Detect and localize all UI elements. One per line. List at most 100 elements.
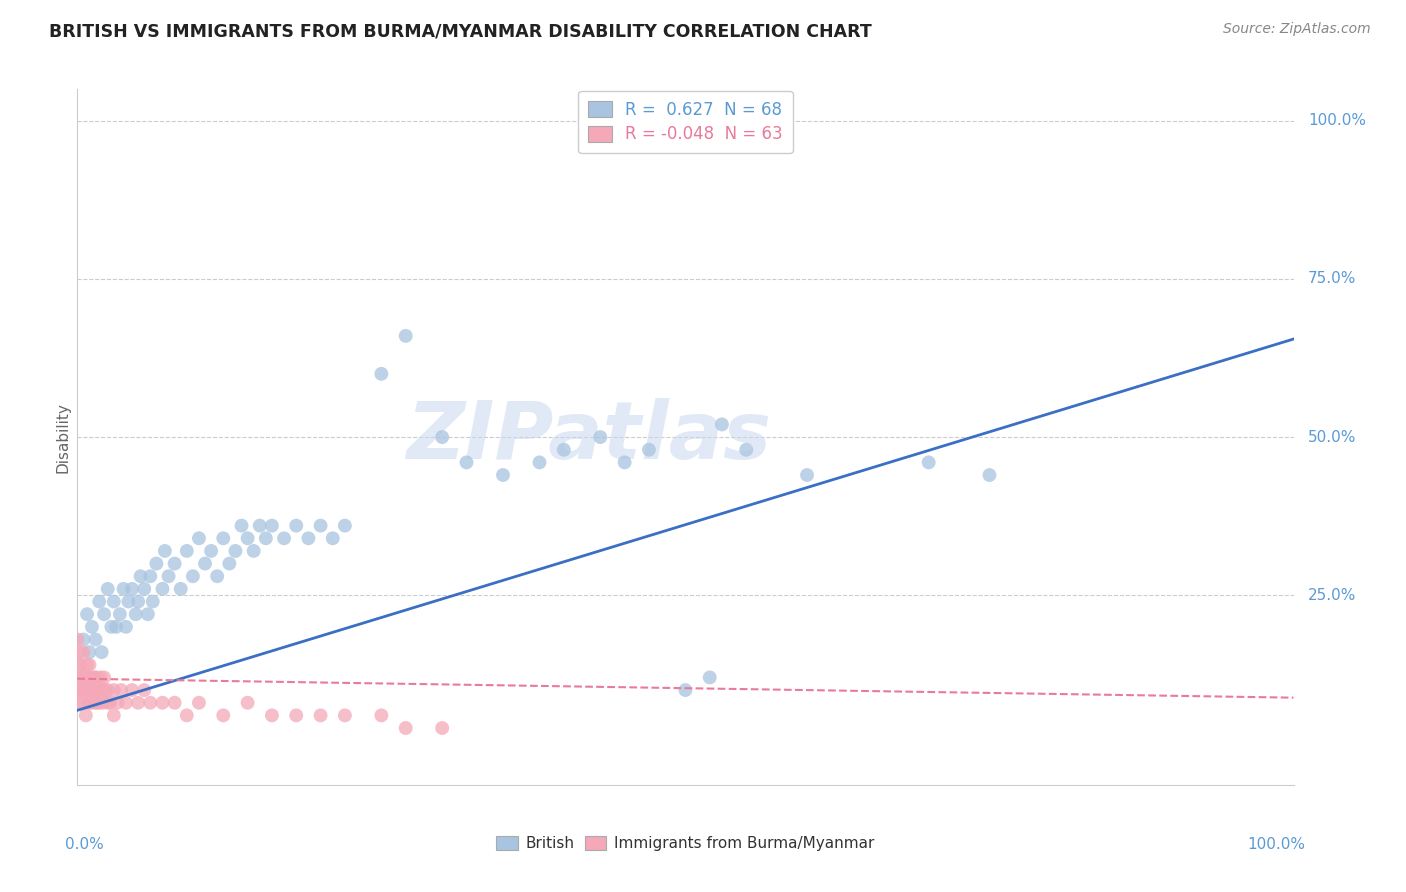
Point	[176, 544, 198, 558]
Point	[89, 594, 111, 608]
Point	[67, 696, 90, 710]
Point	[82, 683, 104, 698]
Text: 75.0%: 75.0%	[1308, 271, 1357, 286]
Point	[69, 657, 91, 672]
Point	[86, 696, 108, 710]
Point	[710, 417, 733, 432]
Point	[134, 582, 156, 596]
Point	[430, 430, 453, 444]
Point	[127, 594, 149, 608]
Text: 0.0%: 0.0%	[65, 837, 104, 852]
Point	[145, 557, 167, 571]
Text: 100.0%: 100.0%	[1308, 113, 1367, 128]
Point	[76, 670, 98, 684]
Point	[699, 670, 721, 684]
Point	[492, 468, 515, 483]
Point	[675, 683, 697, 698]
Point	[79, 670, 101, 684]
Point	[370, 708, 392, 723]
Point	[108, 607, 131, 622]
Point	[84, 670, 107, 684]
Point	[638, 442, 661, 457]
Point	[80, 670, 103, 684]
Point	[142, 594, 165, 608]
Point	[370, 367, 392, 381]
Point	[218, 557, 240, 571]
Point	[90, 683, 112, 698]
Point	[170, 582, 193, 596]
Point	[163, 696, 186, 710]
Point	[176, 708, 198, 723]
Point	[139, 696, 162, 710]
Point	[121, 683, 143, 698]
Point	[212, 531, 235, 545]
Point	[181, 569, 204, 583]
Text: 100.0%: 100.0%	[1247, 837, 1306, 852]
Point	[89, 670, 111, 684]
Point	[110, 683, 132, 698]
Point	[212, 708, 235, 723]
Point	[236, 696, 259, 710]
Point	[236, 531, 259, 545]
Point	[103, 708, 125, 723]
Point	[76, 607, 98, 622]
Point	[979, 468, 1001, 483]
Text: Source: ZipAtlas.com: Source: ZipAtlas.com	[1223, 22, 1371, 37]
Point	[84, 632, 107, 647]
Point	[322, 531, 344, 545]
Point	[70, 670, 93, 684]
Point	[224, 544, 246, 558]
Text: 25.0%: 25.0%	[1308, 588, 1357, 603]
Legend: British, Immigrants from Burma/Myanmar: British, Immigrants from Burma/Myanmar	[491, 830, 880, 857]
Point	[70, 683, 93, 698]
Point	[260, 518, 283, 533]
Point	[285, 708, 308, 723]
Point	[456, 455, 478, 469]
Point	[97, 683, 120, 698]
Point	[205, 569, 228, 583]
Point	[153, 544, 176, 558]
Point	[395, 329, 418, 343]
Point	[430, 721, 453, 735]
Point	[80, 620, 103, 634]
Point	[66, 670, 89, 684]
Point	[75, 708, 97, 723]
Point	[125, 607, 148, 622]
Point	[76, 657, 98, 672]
Point	[115, 696, 138, 710]
Point	[136, 607, 159, 622]
Point	[79, 657, 101, 672]
Point	[134, 683, 156, 698]
Point	[260, 708, 283, 723]
Point	[152, 582, 174, 596]
Point	[94, 683, 117, 698]
Text: ZIPatlas: ZIPatlas	[405, 398, 770, 476]
Point	[333, 518, 356, 533]
Point	[129, 569, 152, 583]
Point	[157, 569, 180, 583]
Point	[735, 442, 758, 457]
Point	[75, 670, 97, 684]
Point	[73, 683, 96, 698]
Point	[90, 683, 112, 698]
Point	[796, 468, 818, 483]
Point	[91, 696, 114, 710]
Point	[70, 683, 93, 698]
Point	[84, 670, 107, 684]
Point	[72, 632, 94, 647]
Point	[66, 632, 89, 647]
Y-axis label: Disability: Disability	[55, 401, 70, 473]
Point	[127, 696, 149, 710]
Point	[112, 582, 135, 596]
Point	[249, 518, 271, 533]
Point	[309, 518, 332, 533]
Point	[117, 594, 139, 608]
Point	[589, 430, 612, 444]
Point	[333, 708, 356, 723]
Point	[80, 696, 103, 710]
Point	[613, 455, 636, 469]
Point	[121, 582, 143, 596]
Point	[139, 569, 162, 583]
Point	[79, 683, 101, 698]
Point	[918, 455, 941, 469]
